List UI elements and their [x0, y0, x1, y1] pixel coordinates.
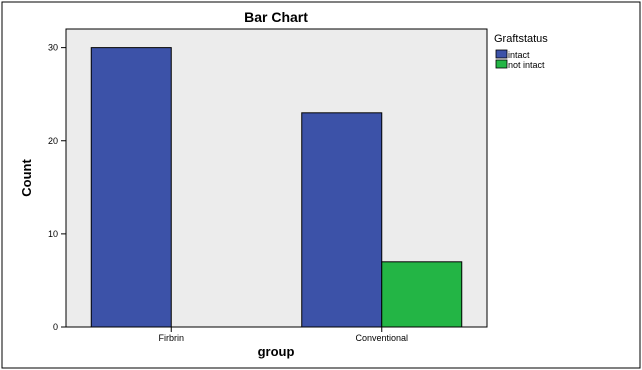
- legend-swatch-not-intact: [495, 59, 508, 69]
- x-tick-label: Firbrin: [158, 333, 184, 343]
- x-axis-title: group: [258, 344, 295, 359]
- y-tick-label: 20: [48, 136, 58, 146]
- bar-firbrin-intact: [90, 47, 172, 328]
- y-axis: 0 10 20 30: [48, 43, 66, 332]
- x-tick-label: Conventional: [355, 333, 408, 343]
- legend: Graftstatus intact not intact: [494, 33, 548, 70]
- y-tick-label: 10: [48, 229, 58, 239]
- legend-label-not-intact: not intact: [508, 60, 545, 70]
- x-axis: Firbrin Conventional: [158, 327, 408, 343]
- chart-title: Bar Chart: [244, 9, 308, 25]
- y-tick-label: 30: [48, 43, 58, 53]
- bar-conventional-intact: [301, 112, 383, 328]
- y-axis-title: Count: [19, 159, 34, 197]
- bars: [90, 47, 463, 328]
- legend-label-intact: intact: [508, 50, 530, 60]
- legend-swatch-intact: [495, 49, 508, 59]
- bar-conventional-not-intact: [381, 261, 463, 328]
- y-tick-label: 0: [53, 322, 58, 332]
- legend-title: Graftstatus: [494, 33, 548, 45]
